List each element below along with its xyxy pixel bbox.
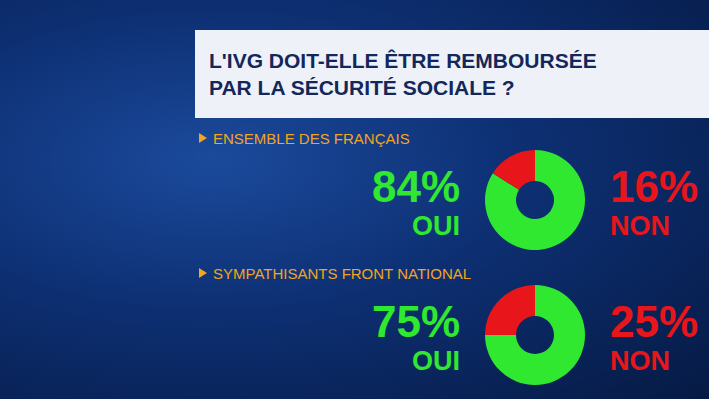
svg-text:16%: 16% bbox=[610, 162, 698, 211]
svg-text:OUI: OUI bbox=[412, 211, 460, 241]
svg-text:L'IVG DOIT-ELLE ÊTRE REMBOURSÉ: L'IVG DOIT-ELLE ÊTRE REMBOURSÉEPAR LA SÉ… bbox=[209, 49, 597, 99]
svg-text:84%: 84% bbox=[372, 162, 460, 211]
svg-text:75%: 75% bbox=[372, 297, 460, 346]
svg-text:OUI: OUI bbox=[412, 346, 460, 376]
svg-text:ENSEMBLE DES FRANÇAIS: ENSEMBLE DES FRANÇAIS bbox=[213, 130, 410, 147]
svg-text:NON: NON bbox=[610, 211, 670, 241]
svg-text:NON: NON bbox=[610, 346, 670, 376]
svg-text:SYMPATHISANTS FRONT NATIONAL: SYMPATHISANTS FRONT NATIONAL bbox=[213, 265, 471, 282]
svg-text:25%: 25% bbox=[610, 297, 698, 346]
